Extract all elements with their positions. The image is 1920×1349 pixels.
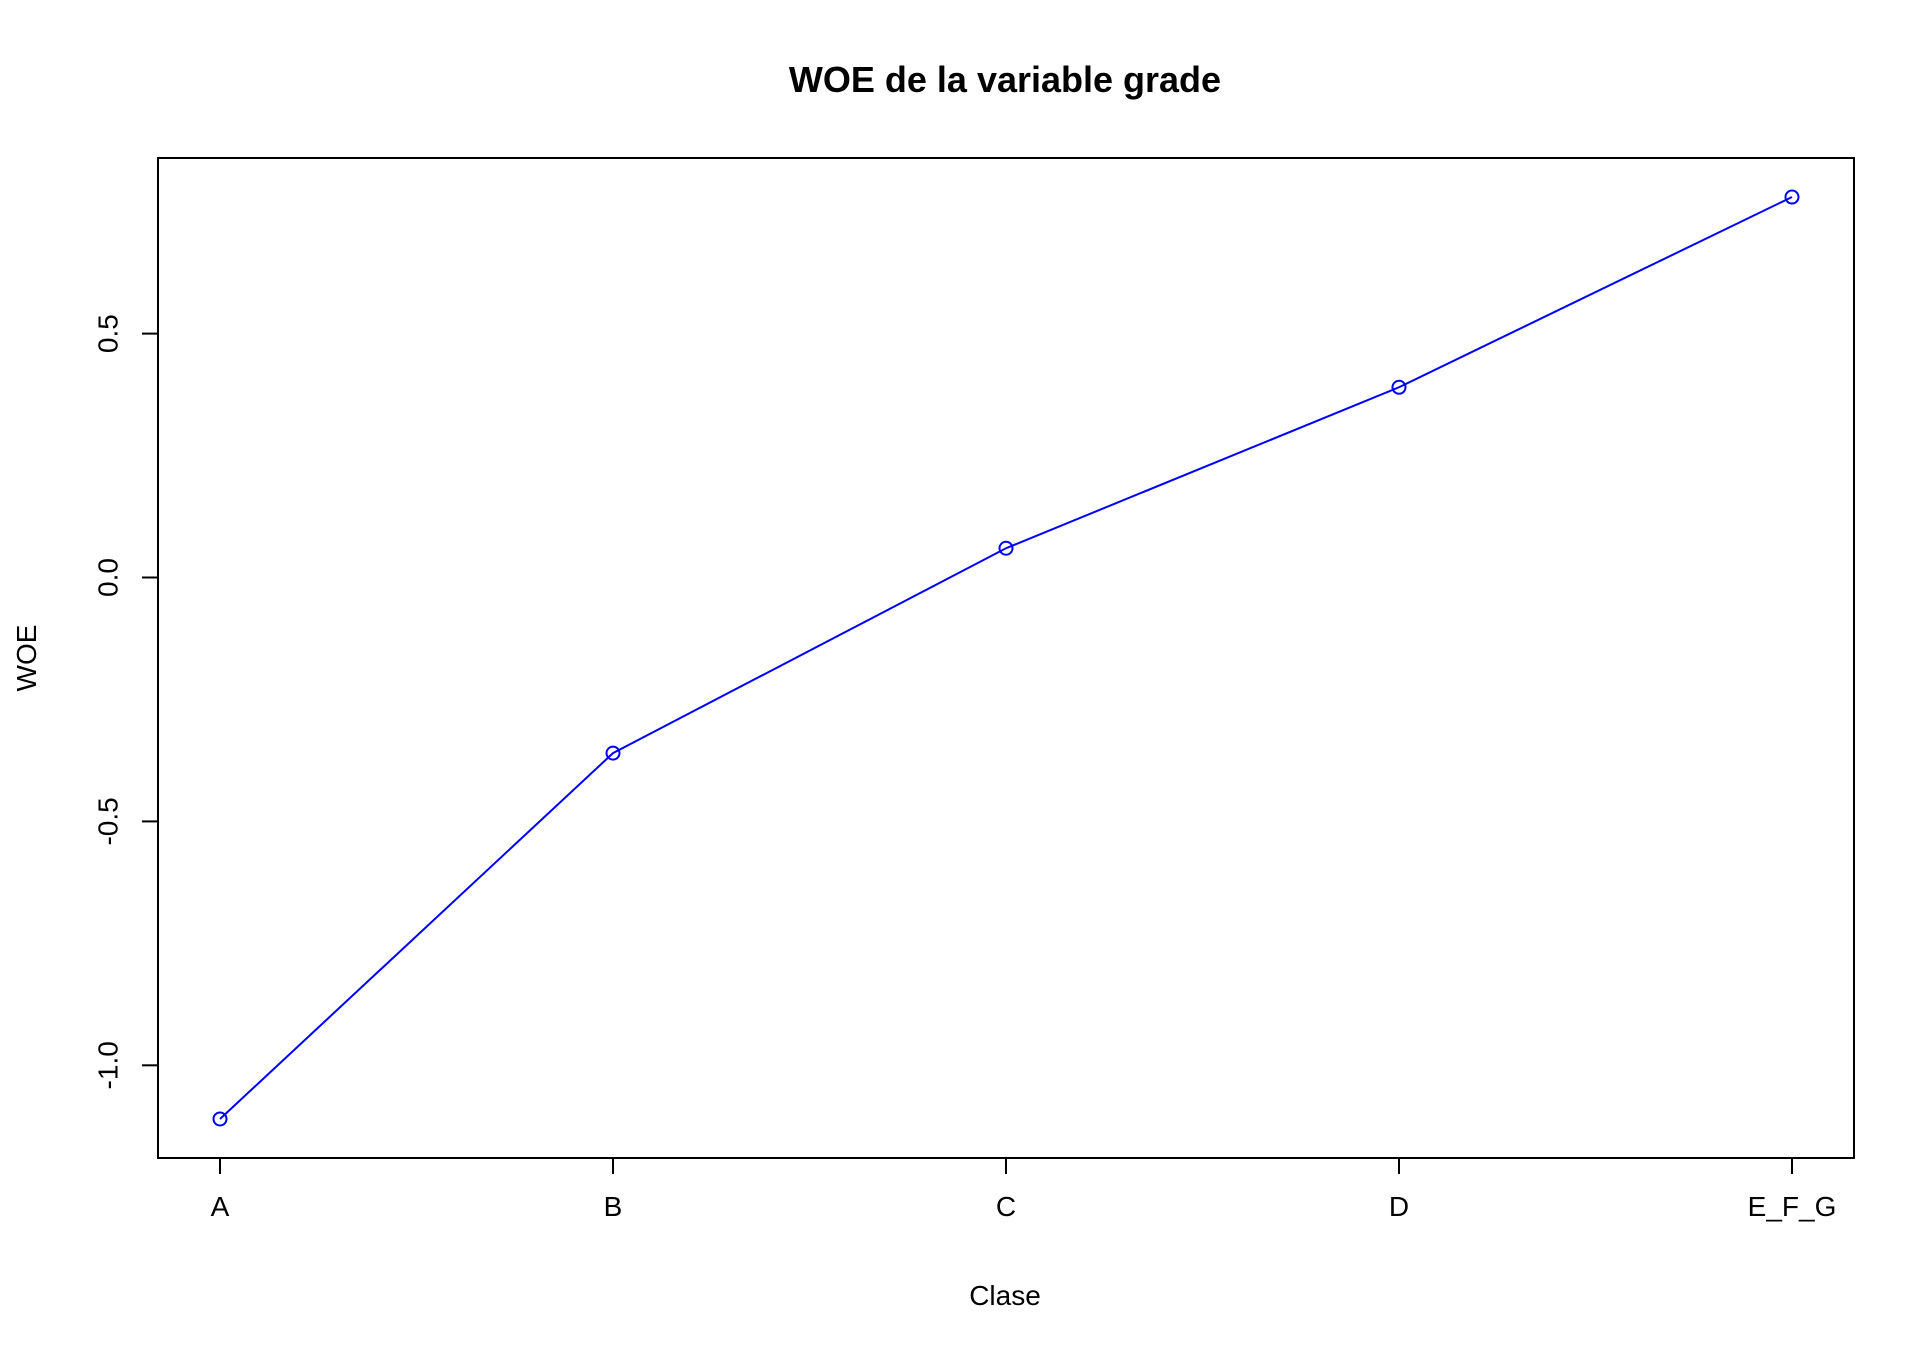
y-tick-label: 0.5 [92, 314, 123, 353]
y-tick-label: -1.0 [92, 1041, 123, 1089]
x-tick-label: E_F_G [1748, 1191, 1837, 1222]
x-tick-label: C [996, 1191, 1016, 1222]
x-tick-label: A [211, 1191, 230, 1222]
y-tick-label: -0.5 [92, 797, 123, 845]
data-point [998, 540, 1014, 556]
data-point [1391, 379, 1407, 395]
series-line [219, 196, 1793, 1120]
x-tick-label: D [1389, 1191, 1409, 1222]
y-axis-label: WOE [11, 625, 42, 692]
data-point [212, 1111, 228, 1127]
series-group [212, 189, 1800, 1127]
y-axis: -1.0 -0.5 0.0 0.5 [92, 314, 158, 1089]
data-point [1784, 189, 1800, 205]
x-axis-label: Clase [969, 1280, 1041, 1311]
y-tick-label: 0.0 [92, 558, 123, 597]
x-tick-label: B [604, 1191, 623, 1222]
x-axis: A B C D E_F_G [211, 1158, 1837, 1222]
chart-title: WOE de la variable grade [789, 59, 1221, 100]
data-point [605, 745, 621, 761]
